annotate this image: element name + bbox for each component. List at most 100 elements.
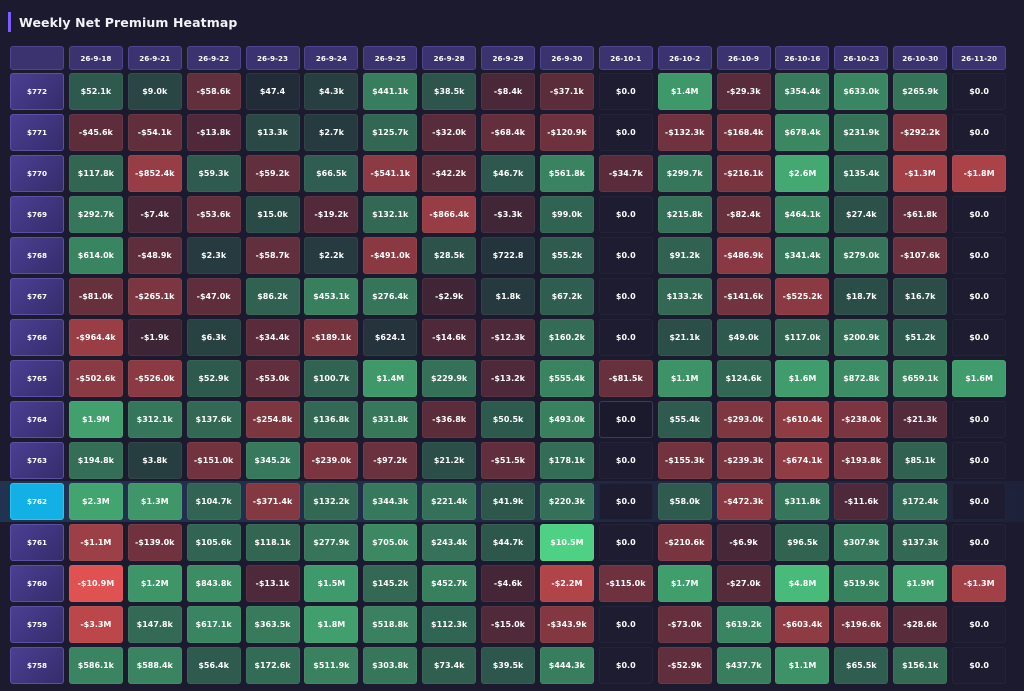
heatmap-cell[interactable]: -$32.0k bbox=[422, 114, 477, 151]
heatmap-cell[interactable]: $493.0k bbox=[539, 401, 594, 438]
heatmap-cell[interactable]: $6.3k bbox=[186, 319, 241, 356]
heatmap-cell[interactable]: $41.9k bbox=[481, 483, 536, 520]
heatmap-cell[interactable]: -$28.6k bbox=[893, 606, 948, 643]
heatmap-cell[interactable]: $21.2k bbox=[422, 442, 477, 479]
heatmap-cell[interactable]: -$97.2k bbox=[363, 442, 418, 479]
heatmap-cell[interactable]: -$866.4k bbox=[422, 196, 477, 233]
heatmap-cell[interactable]: -$1.1M bbox=[68, 524, 123, 561]
heatmap-cell[interactable]: $292.7k bbox=[68, 196, 123, 233]
heatmap-cell[interactable]: $1.8M bbox=[304, 606, 359, 643]
heatmap-cell[interactable]: $132.2k bbox=[304, 483, 359, 520]
heatmap-cell[interactable]: $96.5k bbox=[775, 524, 830, 561]
heatmap-cell[interactable]: $2.3k bbox=[186, 237, 241, 274]
heatmap-cell[interactable]: $200.9k bbox=[834, 319, 889, 356]
heatmap-cell[interactable]: $277.9k bbox=[304, 524, 359, 561]
heatmap-cell[interactable]: -$59.2k bbox=[245, 155, 300, 192]
heatmap-cell[interactable]: $0.0 bbox=[598, 606, 653, 643]
heatmap-cell[interactable]: -$216.1k bbox=[716, 155, 771, 192]
heatmap-cell[interactable]: $0.0 bbox=[952, 73, 1007, 110]
heatmap-cell[interactable]: -$10.9M bbox=[68, 565, 123, 602]
heatmap-cell[interactable]: $1.8k bbox=[481, 278, 536, 315]
heatmap-cell[interactable]: -$42.2k bbox=[422, 155, 477, 192]
heatmap-cell[interactable]: $1.1M bbox=[775, 647, 830, 684]
heatmap-cell[interactable]: $0.0 bbox=[598, 647, 653, 684]
heatmap-cell[interactable]: $145.2k bbox=[363, 565, 418, 602]
heatmap-cell[interactable]: -$193.8k bbox=[834, 442, 889, 479]
heatmap-cell[interactable]: -$343.9k bbox=[539, 606, 594, 643]
heatmap-cell[interactable]: -$2.9k bbox=[422, 278, 477, 315]
heatmap-cell[interactable]: -$472.3k bbox=[716, 483, 771, 520]
heatmap-cell[interactable]: $311.8k bbox=[775, 483, 830, 520]
heatmap-cell[interactable]: $437.7k bbox=[716, 647, 771, 684]
heatmap-cell[interactable]: $464.1k bbox=[775, 196, 830, 233]
heatmap-cell[interactable]: $172.4k bbox=[893, 483, 948, 520]
heatmap-cell[interactable]: $56.4k bbox=[186, 647, 241, 684]
heatmap-cell[interactable]: $614.0k bbox=[68, 237, 123, 274]
heatmap-cell[interactable]: -$254.8k bbox=[245, 401, 300, 438]
heatmap-cell[interactable]: -$139.0k bbox=[127, 524, 182, 561]
heatmap-cell[interactable]: -$155.3k bbox=[657, 442, 712, 479]
heatmap-cell[interactable]: -$51.5k bbox=[481, 442, 536, 479]
heatmap-cell[interactable]: $344.3k bbox=[363, 483, 418, 520]
heatmap-cell[interactable]: -$15.0k bbox=[481, 606, 536, 643]
heatmap-cell[interactable]: $91.2k bbox=[657, 237, 712, 274]
heatmap-cell[interactable]: -$526.0k bbox=[127, 360, 182, 397]
heatmap-cell[interactable]: -$1.3M bbox=[952, 565, 1007, 602]
heatmap-cell[interactable]: $2.2k bbox=[304, 237, 359, 274]
heatmap-cell[interactable]: $0.0 bbox=[598, 401, 653, 438]
heatmap-cell[interactable]: $312.1k bbox=[127, 401, 182, 438]
heatmap-cell[interactable]: -$6.9k bbox=[716, 524, 771, 561]
heatmap-cell[interactable]: -$603.4k bbox=[775, 606, 830, 643]
heatmap-cell[interactable]: -$107.6k bbox=[893, 237, 948, 274]
heatmap-cell[interactable]: $0.0 bbox=[598, 483, 653, 520]
heatmap-cell[interactable]: $59.3k bbox=[186, 155, 241, 192]
heatmap-cell[interactable]: -$47.0k bbox=[186, 278, 241, 315]
heatmap-cell[interactable]: $55.4k bbox=[657, 401, 712, 438]
heatmap-cell[interactable]: $178.1k bbox=[539, 442, 594, 479]
heatmap-cell[interactable]: -$53.6k bbox=[186, 196, 241, 233]
heatmap-cell[interactable]: $0.0 bbox=[952, 606, 1007, 643]
heatmap-cell[interactable]: -$196.6k bbox=[834, 606, 889, 643]
heatmap-cell[interactable]: $0.0 bbox=[952, 114, 1007, 151]
heatmap-cell[interactable]: -$132.3k bbox=[657, 114, 712, 151]
heatmap-cell[interactable]: $1.1M bbox=[657, 360, 712, 397]
heatmap-cell[interactable]: -$53.0k bbox=[245, 360, 300, 397]
heatmap-cell[interactable]: $1.4M bbox=[657, 73, 712, 110]
heatmap-cell[interactable]: $303.8k bbox=[363, 647, 418, 684]
heatmap-cell[interactable]: $100.7k bbox=[304, 360, 359, 397]
heatmap-cell[interactable]: -$371.4k bbox=[245, 483, 300, 520]
heatmap-cell[interactable]: -$34.7k bbox=[598, 155, 653, 192]
heatmap-cell[interactable]: $38.5k bbox=[422, 73, 477, 110]
heatmap-cell[interactable]: $47.4 bbox=[245, 73, 300, 110]
heatmap-cell[interactable]: -$73.0k bbox=[657, 606, 712, 643]
heatmap-cell[interactable]: -$81.0k bbox=[68, 278, 123, 315]
heatmap-cell[interactable]: $722.8 bbox=[481, 237, 536, 274]
heatmap-cell[interactable]: -$502.6k bbox=[68, 360, 123, 397]
heatmap-cell[interactable]: $55.2k bbox=[539, 237, 594, 274]
heatmap-cell[interactable]: -$491.0k bbox=[363, 237, 418, 274]
heatmap-cell[interactable]: $441.1k bbox=[363, 73, 418, 110]
heatmap-cell[interactable]: $1.2M bbox=[127, 565, 182, 602]
heatmap-cell[interactable]: -$265.1k bbox=[127, 278, 182, 315]
heatmap-cell[interactable]: -$964.4k bbox=[68, 319, 123, 356]
heatmap-cell[interactable]: $65.5k bbox=[834, 647, 889, 684]
heatmap-cell[interactable]: $341.4k bbox=[775, 237, 830, 274]
heatmap-cell[interactable]: $86.2k bbox=[245, 278, 300, 315]
heatmap-cell[interactable]: $99.0k bbox=[539, 196, 594, 233]
heatmap-cell[interactable]: $519.9k bbox=[834, 565, 889, 602]
heatmap-cell[interactable]: $307.9k bbox=[834, 524, 889, 561]
heatmap-cell[interactable]: $0.0 bbox=[598, 442, 653, 479]
heatmap-cell[interactable]: $0.0 bbox=[952, 278, 1007, 315]
heatmap-cell[interactable]: $1.9M bbox=[893, 565, 948, 602]
heatmap-cell[interactable]: $0.0 bbox=[952, 483, 1007, 520]
heatmap-cell[interactable]: $58.0k bbox=[657, 483, 712, 520]
heatmap-cell[interactable]: $0.0 bbox=[952, 524, 1007, 561]
heatmap-cell[interactable]: $215.8k bbox=[657, 196, 712, 233]
heatmap-cell[interactable]: $136.8k bbox=[304, 401, 359, 438]
heatmap-cell[interactable]: $117.0k bbox=[775, 319, 830, 356]
heatmap-cell[interactable]: $1.4M bbox=[363, 360, 418, 397]
heatmap-cell[interactable]: -$1.3M bbox=[893, 155, 948, 192]
heatmap-cell[interactable]: -$13.8k bbox=[186, 114, 241, 151]
heatmap-cell[interactable]: $561.8k bbox=[539, 155, 594, 192]
heatmap-cell[interactable]: $18.7k bbox=[834, 278, 889, 315]
